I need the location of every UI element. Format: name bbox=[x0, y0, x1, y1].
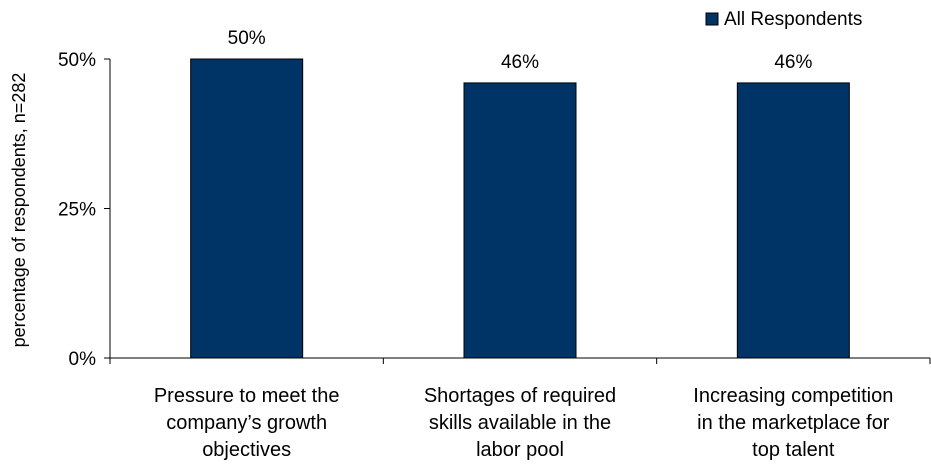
y-axis-title: percentage of respondents, n=282 bbox=[9, 73, 29, 348]
legend-label: All Respondents bbox=[724, 9, 862, 30]
x-category-label: Pressure to meet the bbox=[154, 385, 340, 407]
y-tick-label: 0% bbox=[69, 349, 97, 370]
bar bbox=[463, 82, 577, 359]
y-axis-ticks: 0% 25% 50% bbox=[58, 50, 110, 370]
bar bbox=[190, 58, 304, 359]
x-category-label: Shortages of required bbox=[424, 385, 616, 407]
data-label: 46% bbox=[501, 52, 539, 73]
x-category-label: Increasing competition bbox=[693, 385, 893, 407]
x-category-label: top talent bbox=[752, 439, 835, 461]
legend: All Respondents bbox=[705, 9, 862, 30]
x-category-label: in the marketplace for bbox=[697, 412, 890, 434]
y-tick-label: 25% bbox=[58, 200, 96, 221]
x-category-label: skills available in the bbox=[429, 412, 611, 434]
x-axis-labels: Pressure to meet the company’s growth obje… bbox=[154, 385, 894, 461]
bars bbox=[190, 58, 850, 359]
data-label: 50% bbox=[228, 28, 266, 49]
x-category-label: labor pool bbox=[476, 439, 564, 461]
data-label: 46% bbox=[774, 52, 812, 73]
data-labels: 50% 46% 46% bbox=[228, 28, 813, 73]
x-category-label: objectives bbox=[202, 439, 291, 461]
y-tick-label: 50% bbox=[58, 50, 96, 71]
x-axis-ticks bbox=[109, 358, 931, 364]
x-category-label: company’s growth bbox=[166, 412, 327, 434]
bar bbox=[736, 82, 850, 359]
legend-swatch bbox=[705, 12, 719, 26]
